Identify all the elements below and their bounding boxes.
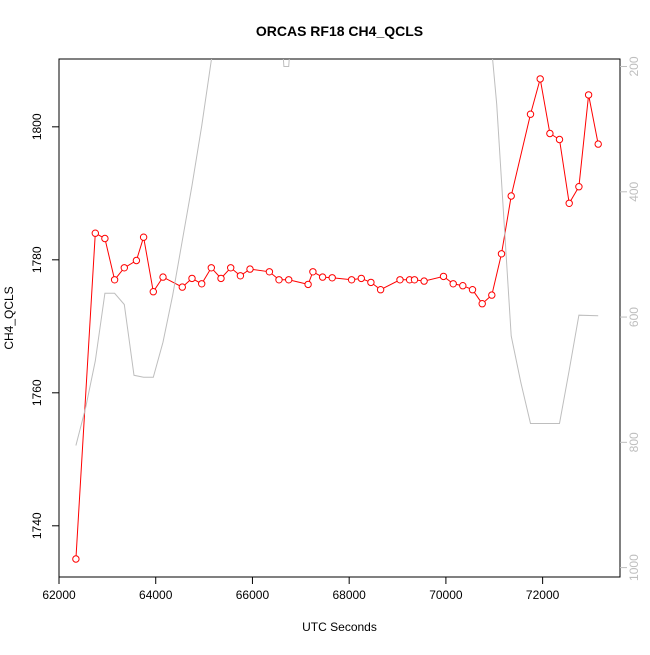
right-y-axis: 200 400 600 800 1000 bbox=[620, 56, 641, 581]
ch4-point bbox=[246, 265, 254, 273]
y-tick-label: 1740 bbox=[30, 512, 44, 539]
ch4-point bbox=[72, 555, 80, 563]
x-tick-label: 72000 bbox=[526, 588, 560, 602]
ch4-point bbox=[91, 229, 100, 237]
ch4-point bbox=[488, 291, 496, 299]
ch4-point bbox=[328, 274, 336, 282]
ch4-point bbox=[410, 276, 419, 284]
ch4-point bbox=[449, 280, 457, 288]
series-layer bbox=[72, 59, 602, 563]
x-tick-label: 68000 bbox=[332, 588, 366, 602]
ch4-point bbox=[507, 192, 515, 200]
x-tick-label: 66000 bbox=[236, 588, 270, 602]
y-axis-label: CH4_QCLS bbox=[2, 286, 16, 349]
x-tick-label: 70000 bbox=[429, 588, 463, 602]
ch4-point bbox=[584, 91, 593, 99]
ch4-point bbox=[396, 276, 404, 284]
ch4-point bbox=[217, 274, 225, 283]
ch4-point bbox=[120, 264, 129, 272]
ch4-point bbox=[420, 277, 428, 285]
secondary-series-line bbox=[75, 59, 599, 446]
ch4-point bbox=[478, 300, 486, 308]
ch4-point bbox=[178, 283, 187, 291]
right-y-tick-label: 400 bbox=[627, 181, 641, 201]
ch4-point bbox=[439, 272, 448, 281]
ch4-point bbox=[575, 183, 583, 191]
x-axis-label: UTC Seconds bbox=[302, 620, 377, 634]
ch4-point bbox=[265, 268, 274, 276]
ch4-point bbox=[546, 129, 554, 138]
ch4-point bbox=[198, 280, 206, 288]
right-y-tick-label: 600 bbox=[627, 307, 641, 327]
ch4-point bbox=[227, 264, 235, 272]
y-tick-label: 1800 bbox=[30, 113, 44, 140]
x-tick-label: 64000 bbox=[139, 588, 173, 602]
right-y-tick-label: 200 bbox=[627, 56, 641, 76]
ch4-point bbox=[309, 268, 317, 276]
ch4-point bbox=[275, 276, 283, 284]
ch4-point bbox=[347, 276, 356, 284]
ch4-point bbox=[236, 272, 245, 280]
ch4-point bbox=[357, 274, 365, 283]
plot-frame bbox=[58, 58, 621, 578]
ch4-point bbox=[285, 276, 293, 284]
ch4-point bbox=[159, 273, 167, 281]
right-y-tick-label: 800 bbox=[627, 432, 641, 452]
ch4-point bbox=[555, 135, 564, 144]
ch4-point bbox=[101, 234, 109, 243]
ch4-point bbox=[132, 256, 141, 265]
ch4-point bbox=[468, 286, 477, 294]
x-axis: 62000 64000 66000 68000 70000 72000 bbox=[42, 577, 560, 602]
ch4-point bbox=[367, 278, 375, 287]
y-axis: 1740 1760 1780 1800 bbox=[30, 113, 59, 539]
y-tick-label: 1760 bbox=[30, 379, 44, 406]
right-y-tick-label: 1000 bbox=[627, 554, 641, 581]
ch4-point bbox=[376, 286, 385, 294]
ch4-point bbox=[304, 280, 312, 289]
ch4-point bbox=[318, 273, 327, 281]
ch4-point bbox=[536, 75, 544, 83]
ch4-point bbox=[459, 282, 467, 290]
ch4-point bbox=[497, 250, 506, 258]
ch4-point bbox=[207, 264, 216, 272]
ch4-series-line bbox=[75, 78, 599, 560]
ch4-point bbox=[110, 276, 119, 284]
x-tick-label: 62000 bbox=[42, 588, 76, 602]
ch4-point bbox=[526, 110, 535, 118]
ch4-point bbox=[139, 233, 148, 241]
ch4-point bbox=[565, 199, 573, 208]
ch4-point bbox=[149, 288, 158, 296]
ch4-point bbox=[188, 274, 196, 283]
ch4-point bbox=[594, 140, 602, 148]
y-tick-label: 1780 bbox=[30, 246, 44, 273]
chart-title: ORCAS RF18 CH4_QCLS bbox=[256, 23, 423, 39]
